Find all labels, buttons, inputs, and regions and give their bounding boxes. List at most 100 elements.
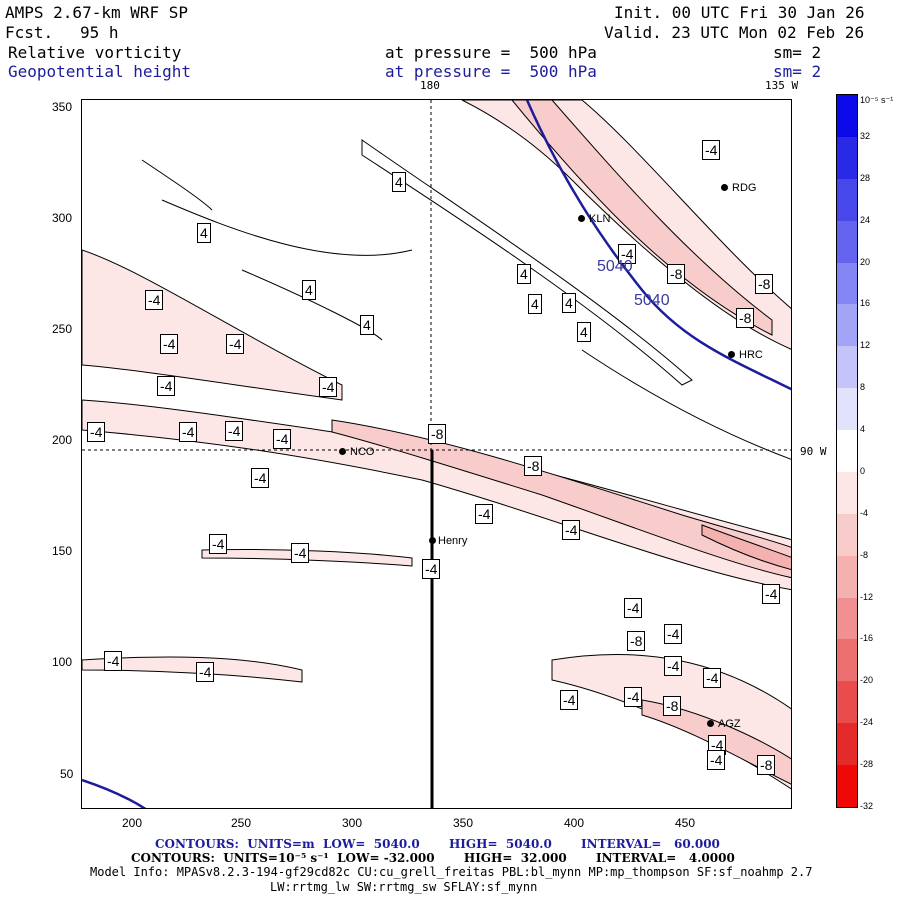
colorbar-label: -28 xyxy=(860,759,874,770)
contour-label: -4 xyxy=(562,520,581,540)
y-tick: 350 xyxy=(52,100,73,114)
station-dot-nco xyxy=(339,448,346,455)
smooth1: sm= 2 xyxy=(773,43,822,62)
contour-label: -4 xyxy=(707,750,726,770)
map-svg xyxy=(82,100,791,808)
colorbar-label: 32 xyxy=(860,130,871,141)
colorbar-swatch xyxy=(837,555,857,599)
contour-label: -4 xyxy=(664,656,683,676)
height-contour-5040-south xyxy=(82,778,147,808)
contour-label: -4 xyxy=(702,140,721,160)
contour-label: 4 xyxy=(360,315,374,335)
vorticity-band-main-core xyxy=(701,524,791,570)
contour-label: 4 xyxy=(517,264,531,284)
station-rdg: RDG xyxy=(732,182,757,194)
contour-label: -8 xyxy=(663,696,682,716)
x-tick: 400 xyxy=(564,816,585,830)
model-title: AMPS 2.67-km WRF SP xyxy=(5,3,189,22)
x-tick: 450 xyxy=(675,816,696,830)
contour-label: -4 xyxy=(87,422,106,442)
y-tick: 200 xyxy=(52,433,73,447)
y-tick: 50 xyxy=(60,767,74,781)
colorbar-unit: 10⁻⁵ s⁻¹ xyxy=(860,95,894,105)
init-time: Init. 00 UTC Fri 30 Jan 26 xyxy=(614,3,865,22)
x-tick: 350 xyxy=(453,816,474,830)
colorbar-swatch xyxy=(837,513,857,557)
colorbar-swatch xyxy=(837,597,857,640)
footer-height-contours: CONTOURS: UNITS=m LOW= 5040.0 HIGH= 5040… xyxy=(155,837,720,851)
contour-label: -8 xyxy=(428,424,447,444)
height-label-5040-b: 5040 xyxy=(634,292,670,309)
contour-label: -4 xyxy=(251,468,270,488)
colorbar-label: 12 xyxy=(860,340,871,351)
pressure2: at pressure = 500 hPa xyxy=(385,62,597,81)
smooth2: sm= 2 xyxy=(773,62,822,81)
colorbar-label: 8 xyxy=(860,382,866,393)
station-dot-agz xyxy=(707,720,714,727)
colorbar-label: -20 xyxy=(860,675,874,686)
colorbar-swatch xyxy=(837,723,857,766)
contour-label: -4 xyxy=(762,584,781,604)
colorbar-label: 4 xyxy=(860,424,866,435)
vorticity-band-main-inner xyxy=(331,419,791,579)
colorbar-swatch xyxy=(837,388,857,431)
colorbar-swatch xyxy=(837,639,857,682)
footer-vorticity-contours: CONTOURS: UNITS=10⁻⁵ s⁻¹ LOW= -32.000 HI… xyxy=(131,851,735,865)
contour-label: -4 xyxy=(422,559,441,579)
colorbar-swatch xyxy=(837,765,857,808)
station-dot-hrc xyxy=(728,351,735,358)
colorbar-swatch xyxy=(837,262,857,305)
station-hrc: HRC xyxy=(739,349,763,361)
valid-time: Valid. 23 UTC Mon 02 Feb 26 xyxy=(604,23,865,42)
station-dot-rdg xyxy=(721,184,728,191)
positive-contour-2 xyxy=(161,199,413,256)
vorticity-band-main xyxy=(82,399,791,591)
contour-label: 4 xyxy=(392,172,406,192)
contour-label: -4 xyxy=(226,334,245,354)
contour-label: -4 xyxy=(560,690,579,710)
station-nco: NCO xyxy=(350,446,375,458)
station-dot-kln xyxy=(578,215,585,222)
contour-label: -4 xyxy=(157,376,176,396)
contour-label: -8 xyxy=(627,631,646,651)
contour-label: 4 xyxy=(528,294,542,314)
station-agz: AGZ xyxy=(718,718,741,730)
colorbar-label: -8 xyxy=(860,549,869,560)
contour-label: 4 xyxy=(302,280,316,300)
contour-label: -8 xyxy=(667,264,686,284)
positive-contour-3 xyxy=(241,269,383,341)
lon-label-135w: 135 W xyxy=(765,79,799,92)
contour-label: -4 xyxy=(273,429,292,449)
colorbar-label: 20 xyxy=(860,256,871,267)
colorbar xyxy=(836,94,858,808)
colorbar-label: 24 xyxy=(860,214,871,225)
y-tick: 100 xyxy=(52,655,73,669)
x-tick: 200 xyxy=(122,816,143,830)
colorbar-swatch xyxy=(837,471,857,515)
height-contour-5040-north xyxy=(525,100,791,391)
colorbar-label: -12 xyxy=(860,591,874,602)
colorbar-swatch xyxy=(837,95,857,138)
contour-label: -4 xyxy=(703,668,722,688)
station-kln: KLN xyxy=(589,213,611,225)
station-dot-henry xyxy=(429,537,436,544)
contour-label: -4 xyxy=(319,377,338,397)
contour-label: -8 xyxy=(755,274,774,294)
x-tick: 300 xyxy=(342,816,363,830)
contour-label: -4 xyxy=(179,422,198,442)
contour-label: -4 xyxy=(196,662,215,682)
field2-name: Geopotential height xyxy=(8,62,192,81)
colorbar-label: -24 xyxy=(860,717,874,728)
colorbar-swatch xyxy=(837,430,857,473)
field1-name: Relative vorticity xyxy=(8,43,182,62)
contour-label: 4 xyxy=(197,223,211,243)
contour-label: -4 xyxy=(291,543,310,563)
colorbar-label: -32 xyxy=(860,801,874,811)
colorbar-label: -16 xyxy=(860,633,874,644)
contour-label: -4 xyxy=(624,687,643,707)
colorbar-swatch xyxy=(837,304,857,347)
contour-label: -8 xyxy=(736,308,755,328)
positive-contour-5 xyxy=(581,349,791,460)
vorticity-band-south xyxy=(82,656,303,683)
fcst-value: 95 h xyxy=(80,23,119,42)
